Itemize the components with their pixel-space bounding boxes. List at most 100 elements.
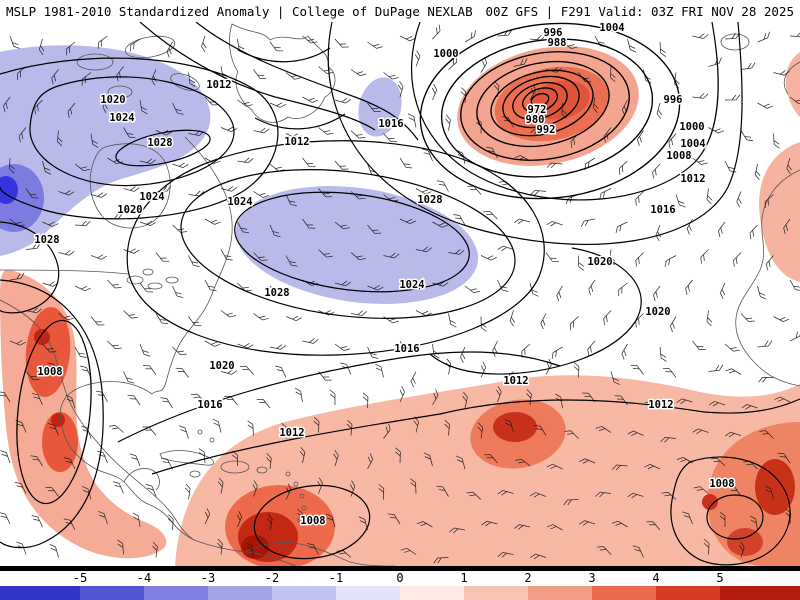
wind-barb — [562, 41, 578, 49]
wind-barb — [708, 127, 725, 134]
wind-barb — [0, 391, 11, 403]
wind-barb — [546, 463, 563, 470]
wind-barb — [285, 72, 301, 80]
wind-barb — [400, 547, 417, 555]
wind-barb — [564, 430, 579, 439]
colorbar-tick-label: 4 — [652, 571, 660, 585]
wind-barb — [618, 282, 628, 297]
isobar-label: 1012 — [206, 79, 231, 91]
isobar-label: 1012 — [648, 399, 673, 411]
wind-barb — [367, 346, 379, 359]
wind-barb — [220, 369, 238, 375]
wind-barb — [383, 423, 391, 439]
wind-barb — [269, 344, 286, 350]
wind-barb — [448, 313, 457, 328]
product-title: MSLP 1981-2010 Standardized Anomaly | Co… — [6, 3, 473, 19]
wind-barb — [529, 282, 539, 297]
wind-barb — [269, 102, 286, 108]
wind-barb — [619, 160, 628, 175]
wind-barb — [786, 157, 792, 175]
wind-barb — [397, 80, 404, 98]
wind-barb — [74, 163, 90, 172]
map-area: 1020 1024 1028 1012 1012 1016 1024 1020 1024 1028… — [0, 22, 800, 566]
wind-barb — [685, 279, 693, 295]
wind-barb — [759, 430, 774, 439]
wind-barb — [302, 35, 318, 44]
wind-barb — [415, 310, 432, 316]
wind-barb — [329, 389, 336, 406]
wind-barb — [367, 102, 381, 113]
wind-barb — [167, 514, 174, 531]
wind-barb — [204, 340, 221, 347]
wind-barb — [160, 397, 173, 409]
wind-barb — [51, 69, 59, 85]
wind-barb — [123, 127, 136, 139]
wind-barb — [253, 252, 268, 261]
wind-barb — [692, 340, 706, 350]
isobar-label: 1004 — [680, 138, 705, 150]
wind-barb — [42, 160, 52, 175]
wind-barb — [627, 38, 637, 53]
isobar-label: 1000 — [679, 121, 704, 133]
colorbar-tick-label: 0 — [396, 571, 404, 585]
wind-barb — [614, 395, 628, 406]
colorbar-segment — [464, 586, 528, 600]
isobar-label: 988 — [548, 37, 567, 49]
wind-barb — [367, 41, 383, 49]
wind-barb — [212, 418, 222, 433]
isobar-label: 1020 — [100, 94, 125, 106]
wind-barb — [587, 340, 596, 356]
colorbar-segment — [400, 586, 464, 600]
wind-barb — [706, 188, 713, 205]
wind-barb — [239, 365, 254, 375]
colorbar-segment — [656, 586, 720, 600]
wind-barb — [449, 527, 466, 534]
isobar-label: 1028 — [417, 194, 442, 206]
isobar-label: 1020 — [645, 306, 670, 318]
isobar-label: 1012 — [284, 136, 309, 148]
wind-barb — [253, 127, 270, 134]
wind-barb — [151, 69, 157, 86]
wind-barb — [378, 484, 385, 500]
wind-barb — [334, 343, 351, 351]
isobar-label: 1028 — [147, 137, 172, 149]
wind-barb — [112, 481, 124, 494]
wind-barb — [49, 544, 59, 558]
wind-barb — [635, 191, 644, 206]
isobar-label: 1016 — [650, 204, 675, 216]
wind-barb — [682, 511, 693, 525]
wind-barb — [754, 163, 761, 180]
wind-barb — [95, 390, 108, 403]
isobar-label: 1016 — [378, 118, 403, 130]
wind-barb — [509, 310, 516, 327]
wind-barb — [172, 224, 187, 233]
wind-barb — [383, 72, 399, 80]
wind-barb — [253, 191, 269, 198]
wind-barb — [172, 162, 189, 169]
wind-barb — [773, 70, 790, 76]
wind-barb — [3, 96, 11, 113]
wind-barb — [609, 249, 616, 266]
colorbar-tick-label: 1 — [460, 571, 468, 585]
wind-barb — [789, 329, 800, 342]
wind-barb — [579, 458, 596, 464]
wind-barb — [513, 58, 528, 67]
wind-barb — [107, 340, 122, 350]
wind-barb — [224, 395, 238, 406]
isobar-label: 996 — [544, 27, 563, 39]
wind-barb — [610, 371, 621, 385]
wind-barb — [483, 454, 498, 464]
wind-barb — [188, 190, 205, 197]
wind-barb — [9, 340, 26, 346]
wind-barb — [97, 510, 108, 525]
wind-barb — [142, 365, 157, 375]
wind-barb — [533, 424, 547, 436]
wind-barb — [334, 160, 349, 170]
isobar-label: 1024 — [399, 279, 424, 291]
wind-barb — [692, 33, 709, 39]
wind-barb — [16, 541, 27, 555]
wind-barb — [56, 130, 63, 147]
wind-barb — [201, 35, 207, 53]
wind-barb — [367, 453, 374, 470]
